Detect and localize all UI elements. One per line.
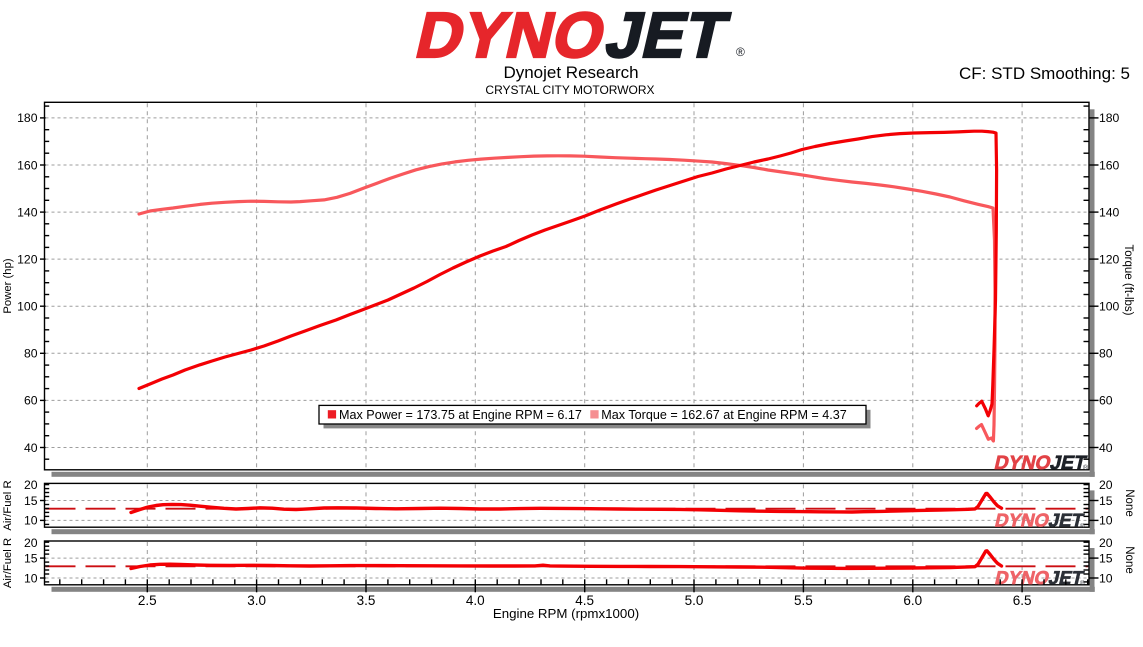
svg-text:JET: JET [1047,510,1086,531]
svg-text:120: 120 [17,252,38,266]
svg-text:10: 10 [1099,514,1113,528]
svg-text:10: 10 [24,514,38,528]
svg-text:®: ® [736,45,745,59]
svg-text:15: 15 [24,494,38,508]
svg-text:Torque (ft-lbs): Torque (ft-lbs) [1122,245,1134,316]
svg-text:140: 140 [17,205,38,219]
svg-text:2.5: 2.5 [138,593,157,608]
svg-text:100: 100 [1099,300,1120,314]
svg-text:3.5: 3.5 [357,593,376,608]
svg-text:5.5: 5.5 [794,593,813,608]
svg-text:20: 20 [24,536,38,550]
svg-text:Air/Fuel R: Air/Fuel R [2,480,14,530]
svg-text:Dynojet Research: Dynojet Research [503,63,638,82]
svg-text:40: 40 [1099,441,1113,455]
svg-text:20: 20 [1099,536,1113,550]
svg-text:120: 120 [1099,252,1120,266]
svg-text:20: 20 [1099,478,1113,492]
svg-text:®: ® [1083,464,1089,472]
svg-text:180: 180 [17,111,38,125]
svg-text:40: 40 [24,441,38,455]
svg-text:180: 180 [1099,111,1120,125]
svg-text:60: 60 [24,394,38,408]
svg-text:4.0: 4.0 [466,593,485,608]
svg-text:3.0: 3.0 [247,593,266,608]
svg-text:80: 80 [24,347,38,361]
svg-text:6.5: 6.5 [1013,593,1032,608]
svg-text:Power (hp): Power (hp) [2,258,14,313]
svg-text:DYNO: DYNO [993,510,1051,531]
svg-text:10: 10 [1099,571,1113,585]
svg-text:None: None [1123,546,1135,574]
svg-text:10: 10 [24,571,38,585]
svg-text:80: 80 [1099,347,1113,361]
svg-text:15: 15 [1099,551,1113,565]
svg-text:DYNO: DYNO [993,567,1051,588]
svg-text:®: ® [1080,579,1085,587]
svg-text:JET: JET [1047,567,1086,588]
svg-text:Air/Fuel R: Air/Fuel R [2,538,14,588]
svg-text:15: 15 [24,551,38,565]
svg-text:None: None [1123,489,1135,517]
svg-text:Max Power = 173.75 at Engine R: Max Power = 173.75 at Engine RPM = 6.17 [339,408,582,422]
svg-text:5.0: 5.0 [685,593,704,608]
svg-text:160: 160 [1099,158,1120,172]
svg-text:DYNO: DYNO [992,452,1053,474]
svg-text:6.0: 6.0 [903,593,922,608]
svg-text:15: 15 [1099,494,1113,508]
svg-text:4.5: 4.5 [575,593,594,608]
svg-text:160: 160 [17,158,38,172]
svg-text:Max Torque = 162.67 at Engine: Max Torque = 162.67 at Engine RPM = 4.37 [601,408,847,422]
svg-text:Engine RPM (rpmx1000): Engine RPM (rpmx1000) [493,606,639,621]
svg-text:CRYSTAL CITY MOTORWORX: CRYSTAL CITY MOTORWORX [485,83,654,97]
svg-text:®: ® [1080,522,1085,530]
svg-text:100: 100 [17,300,38,314]
svg-text:JET: JET [1048,452,1088,474]
svg-text:140: 140 [1099,205,1120,219]
svg-text:20: 20 [24,478,38,492]
svg-text:CF: STD Smoothing: 5: CF: STD Smoothing: 5 [959,64,1130,83]
svg-text:60: 60 [1099,394,1113,408]
svg-text:DYNO: DYNO [410,0,613,71]
svg-text:JET: JET [600,0,735,71]
